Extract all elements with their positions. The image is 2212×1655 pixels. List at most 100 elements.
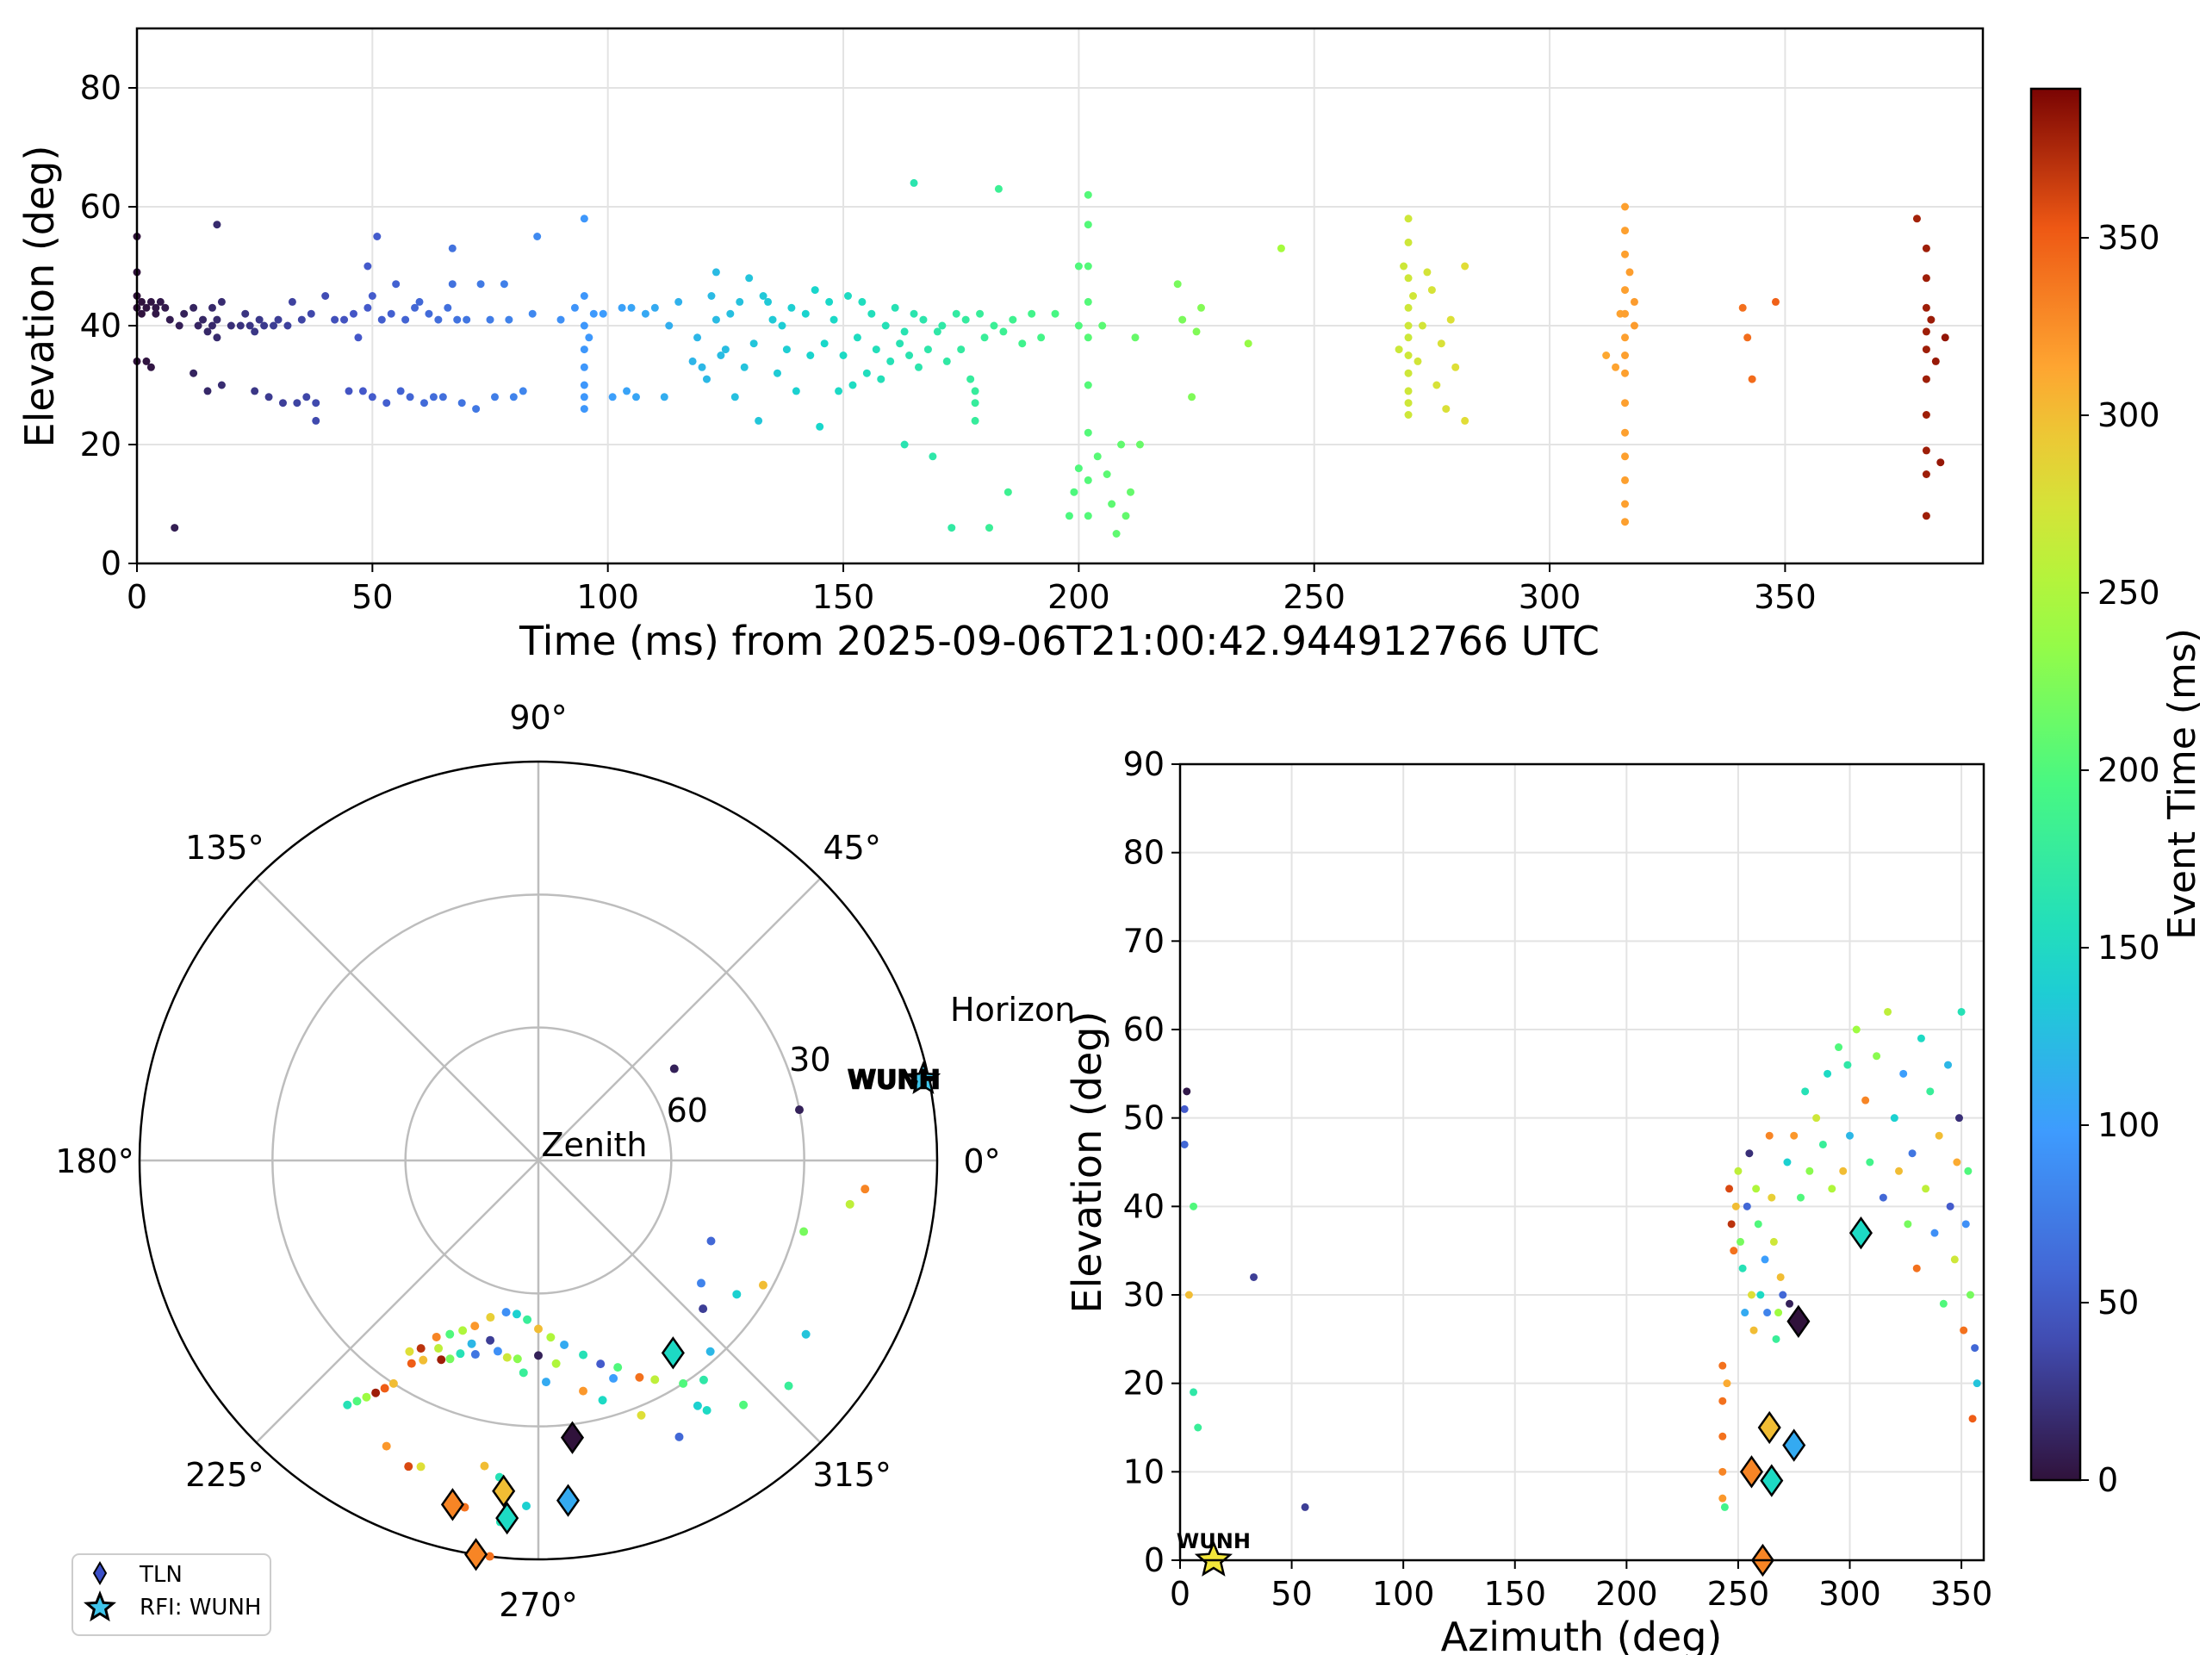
az-ytick-label: 50 <box>1123 1099 1165 1137</box>
top-point <box>650 303 659 312</box>
polar-point <box>404 1462 413 1471</box>
top-point <box>768 315 777 324</box>
polar-spoke <box>255 877 539 1161</box>
top-point <box>293 399 301 408</box>
az-point <box>1754 1220 1762 1229</box>
top-point <box>190 303 198 312</box>
top-point <box>1070 488 1078 496</box>
top-point <box>165 315 174 324</box>
top-point <box>203 387 212 395</box>
top-point <box>1451 363 1460 371</box>
top-point <box>1621 369 1630 377</box>
polar-point <box>388 1378 398 1388</box>
top-point <box>825 297 834 306</box>
top-point <box>137 309 146 318</box>
top-point <box>702 375 711 383</box>
az-ticks: 0 50 100 150 200 250 300 350 0 10 20 30 40 50 60 70 80 90 <box>1123 745 1993 1613</box>
top-point <box>1003 488 1012 496</box>
polar-point <box>501 1308 511 1317</box>
top-xtick-label: 100 <box>576 578 639 616</box>
top-point <box>255 315 264 324</box>
top-point <box>1084 381 1092 389</box>
top-point <box>976 309 985 318</box>
polar-point <box>705 1347 715 1356</box>
polar-angle-label: 0° <box>963 1142 1000 1180</box>
az-point <box>1718 1397 1727 1405</box>
az-point <box>1961 1220 1970 1229</box>
polar-radial-label: 60 <box>667 1092 708 1129</box>
az-point <box>1743 1202 1751 1210</box>
top-point <box>278 399 287 408</box>
top-point <box>1404 369 1413 377</box>
top-point <box>641 309 649 318</box>
az-point <box>1768 1193 1776 1202</box>
top-point <box>1418 321 1426 330</box>
top-point <box>270 321 278 330</box>
top-point <box>1922 327 1930 336</box>
top-point <box>985 524 993 532</box>
top-point <box>382 399 391 408</box>
az-axes-frame <box>1178 762 1985 1562</box>
top-point <box>1446 315 1455 324</box>
az-point <box>1745 1149 1754 1158</box>
top-point <box>208 303 216 312</box>
top-point <box>1922 411 1930 419</box>
az-point <box>1917 1034 1925 1042</box>
polar-point <box>512 1310 521 1319</box>
top-point <box>345 387 353 395</box>
top-point <box>349 309 357 318</box>
top-point <box>711 315 720 324</box>
top-ylabel: Elevation (deg) <box>16 146 63 448</box>
top-point <box>1621 500 1630 508</box>
polar-point <box>519 1368 528 1378</box>
az-point <box>1852 1025 1861 1034</box>
az-xtick-label: 0 <box>1170 1575 1190 1613</box>
top-point <box>1400 262 1408 271</box>
top-point <box>1404 333 1413 342</box>
colorbar-tick-label: 50 <box>2097 1284 2139 1322</box>
az-point <box>1718 1494 1727 1503</box>
top-point <box>1084 428 1092 437</box>
polar-point <box>845 1199 854 1209</box>
colorbar-tick-label: 200 <box>2097 751 2160 789</box>
legend-tln-diamond-icon <box>92 1561 108 1585</box>
top-point <box>505 315 513 324</box>
top-point <box>1936 458 1945 467</box>
az-ytick-label: 30 <box>1123 1276 1165 1314</box>
top-point <box>425 309 433 318</box>
top-point <box>749 339 758 348</box>
az-point <box>1727 1220 1736 1229</box>
polar-points <box>343 1064 870 1561</box>
top-point <box>688 357 697 365</box>
top-point <box>312 399 320 408</box>
polar-tln-diamond-icon <box>464 1538 488 1571</box>
polar-point <box>758 1280 767 1290</box>
colorbar-tick-label: 300 <box>2097 396 2160 434</box>
az-ytick-label: 40 <box>1123 1187 1165 1225</box>
top-point <box>519 387 527 395</box>
top-point <box>194 321 202 330</box>
top-point <box>274 315 283 324</box>
polar-point <box>541 1378 550 1387</box>
az-point <box>1966 1291 1974 1299</box>
az-point <box>1718 1361 1727 1370</box>
polar-point <box>502 1353 512 1362</box>
top-point <box>1931 357 1940 365</box>
az-point <box>1786 1299 1794 1308</box>
top-point <box>580 405 588 414</box>
polar-sky-chart: WUNH 0° 45° 90° 135° 180° 225° 270° 315° Zenith 6… <box>55 699 1075 1624</box>
az-point <box>1801 1087 1810 1096</box>
top-point <box>1621 428 1630 437</box>
az-point <box>1935 1131 1943 1140</box>
top-xtick-label: 0 <box>127 578 147 616</box>
top-point <box>1122 512 1130 520</box>
top-point <box>199 315 208 324</box>
top-point <box>1028 309 1036 318</box>
top-point <box>142 303 151 312</box>
polar-point <box>861 1185 870 1194</box>
polar-angle-label: 90° <box>509 699 567 737</box>
legend-box <box>71 1553 271 1636</box>
az-point <box>1861 1096 1870 1104</box>
az-point <box>1772 1335 1780 1343</box>
